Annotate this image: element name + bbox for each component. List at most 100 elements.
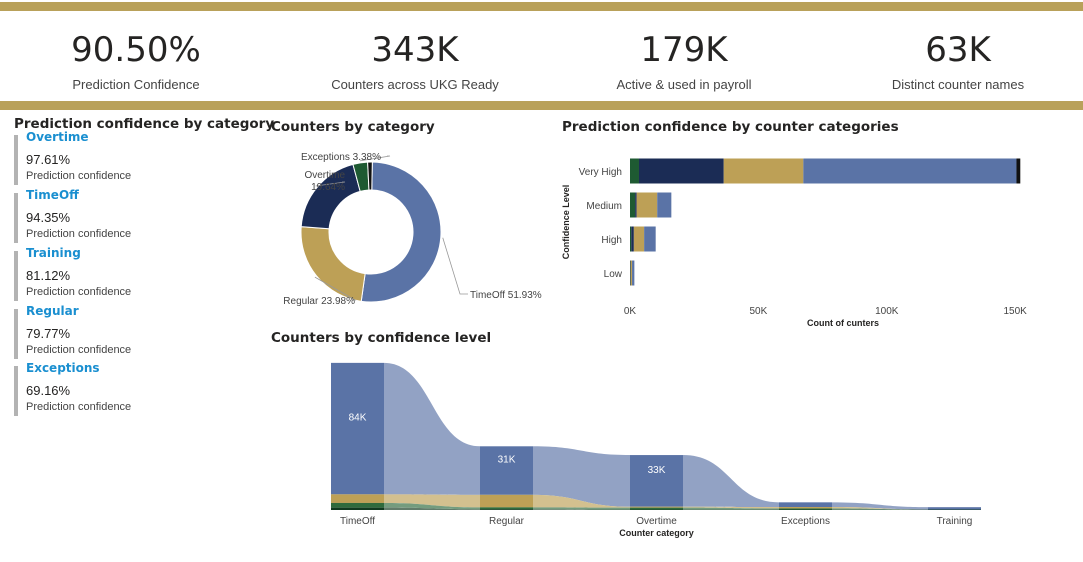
bar-segment-overtime[interactable] bbox=[631, 226, 634, 252]
category-card-overtime[interactable]: Overtime 97.61% Prediction confidence bbox=[14, 130, 234, 185]
ribbon-band-high bbox=[533, 507, 630, 510]
bar-segment-regular[interactable] bbox=[630, 260, 633, 286]
category-value: 79.77% bbox=[26, 326, 71, 341]
category-name: Exceptions bbox=[26, 361, 100, 375]
ribbon-data-label: 33K bbox=[648, 465, 666, 476]
ribbon-band-high bbox=[384, 502, 480, 510]
category-value: 69.16% bbox=[26, 383, 71, 398]
bar-segment-exceptions[interactable] bbox=[630, 226, 632, 252]
bar-segment-overtime[interactable] bbox=[630, 260, 631, 286]
donut-leader-exceptions bbox=[359, 155, 391, 162]
category-value: 81.12% bbox=[26, 268, 71, 283]
category-card-timeoff[interactable]: TimeOff 94.35% Prediction confidence bbox=[14, 188, 234, 243]
stacked-bar-chart[interactable]: Confidence Level Very High Medium High Low 0K… bbox=[555, 138, 1070, 333]
ribbon-segment-low[interactable] bbox=[331, 507, 384, 510]
ribbon-category-label: Exceptions bbox=[781, 516, 830, 527]
bar-x-tick-label: 150K bbox=[1003, 306, 1027, 317]
bar-segment-regular[interactable] bbox=[636, 192, 658, 218]
ribbon-band-low bbox=[384, 507, 480, 510]
ribbon-band-low bbox=[533, 509, 630, 510]
ribbon-segment-medium[interactable] bbox=[779, 507, 832, 509]
bar-x-tick-label: 100K bbox=[875, 306, 899, 317]
donut-label-regular: Regular 23.98% bbox=[283, 296, 355, 307]
ribbon-category-label: Regular bbox=[489, 516, 525, 527]
bar-segment-training[interactable] bbox=[1016, 158, 1021, 184]
ribbon-segment-medium[interactable] bbox=[331, 494, 384, 503]
category-sub: Prediction confidence bbox=[26, 170, 132, 182]
bar-segment-exceptions[interactable] bbox=[630, 260, 631, 286]
ribbon-segment-medium[interactable] bbox=[480, 494, 533, 508]
ribbon-category-label: TimeOff bbox=[340, 516, 375, 527]
category-name: Regular bbox=[26, 304, 79, 318]
bar-segment-exceptions[interactable] bbox=[630, 192, 636, 218]
ribbon-segment-very-high[interactable] bbox=[331, 362, 384, 495]
kpi-value: 179K bbox=[640, 30, 728, 70]
bar-y-axis-title: Confidence Level bbox=[561, 185, 571, 260]
bar-segment-overtime[interactable] bbox=[635, 192, 637, 218]
ribbon-x-axis-title: Counter category bbox=[619, 528, 694, 538]
ribbon-band-high bbox=[683, 507, 779, 510]
ribbon-category-label: Training bbox=[937, 516, 973, 527]
ribbon-band-very-high bbox=[533, 446, 630, 507]
donut-label-timeoff: TimeOff 51.93% bbox=[470, 290, 542, 301]
ribbon-chart-title: Counters by confidence level bbox=[271, 330, 492, 346]
category-card-regular[interactable]: Regular 79.77% Prediction confidence bbox=[14, 304, 234, 359]
kpi-value: 343K bbox=[371, 30, 459, 70]
donut-leader-regular bbox=[314, 276, 357, 301]
bar-segment-timeoff[interactable] bbox=[657, 192, 672, 218]
ribbon-band-very-high bbox=[832, 502, 928, 510]
donut-slice-training[interactable] bbox=[367, 161, 373, 191]
kpi-card-active-payroll[interactable]: 179K Active & used in payroll bbox=[554, 28, 814, 94]
bar-x-tick-label: 0K bbox=[624, 306, 637, 317]
ribbon-segment-high[interactable] bbox=[480, 507, 533, 510]
ribbon-segment-very-high[interactable] bbox=[480, 446, 533, 495]
donut-slice-timeoff[interactable] bbox=[360, 161, 442, 303]
ribbon-segment-medium[interactable] bbox=[630, 506, 683, 508]
kpi-card-prediction-confidence[interactable]: 90.50% Prediction Confidence bbox=[6, 28, 266, 94]
bar-segment-exceptions[interactable] bbox=[630, 158, 639, 184]
top-gold-bar bbox=[0, 2, 1083, 11]
ribbon-segment-very-high[interactable] bbox=[630, 455, 683, 507]
category-value: 94.35% bbox=[26, 210, 71, 225]
ribbon-chart[interactable]: 84K 31K 33K TimeOff Regular Overtime Exception… bbox=[300, 350, 1020, 545]
category-sub: Prediction confidence bbox=[26, 228, 132, 240]
bar-segment-timeoff[interactable] bbox=[644, 226, 656, 252]
donut-label-overtime: Overtime bbox=[304, 170, 345, 181]
bar-category-label: High bbox=[601, 235, 622, 246]
ribbon-segment-high[interactable] bbox=[331, 502, 384, 508]
bar-category-label: Low bbox=[604, 269, 623, 280]
ribbon-segment-very-high[interactable] bbox=[779, 502, 832, 508]
bar-segment-overtime[interactable] bbox=[638, 158, 724, 184]
ribbon-segment-high[interactable] bbox=[630, 507, 683, 510]
donut-leader-overtime bbox=[315, 181, 346, 187]
donut-label-overtime: 19.64% bbox=[311, 182, 345, 193]
donut-chart[interactable]: TimeOff 51.93% Regular 23.98% Overtime19.6… bbox=[265, 138, 555, 318]
ribbon-category-label: Overtime bbox=[636, 516, 677, 527]
donut-slice-regular[interactable] bbox=[300, 226, 366, 302]
ribbon-segment-high[interactable] bbox=[779, 508, 832, 510]
category-name: Overtime bbox=[26, 130, 89, 144]
bar-segment-regular[interactable] bbox=[723, 158, 804, 184]
kpi-card-distinct-names[interactable]: 63K Distinct counter names bbox=[828, 28, 1083, 94]
ribbon-data-label: 31K bbox=[498, 455, 516, 466]
category-card-training[interactable]: Training 81.12% Prediction confidence bbox=[14, 246, 234, 301]
bar-segment-timeoff[interactable] bbox=[632, 260, 635, 286]
ribbon-segment-low[interactable] bbox=[480, 509, 533, 510]
bar-segment-timeoff[interactable] bbox=[803, 158, 1017, 184]
divider-gold-bar bbox=[0, 101, 1083, 110]
donut-label-exceptions: Exceptions 3.38% bbox=[301, 152, 381, 163]
ribbon-data-label: 84K bbox=[349, 413, 367, 424]
kpi-label: Active & used in payroll bbox=[616, 77, 752, 92]
bar-x-axis-title: Count of cunters bbox=[807, 318, 879, 328]
ribbon-band-very-high bbox=[384, 362, 480, 495]
bar-category-label: Medium bbox=[586, 201, 622, 212]
category-card-exceptions[interactable]: Exceptions 69.16% Prediction confidence bbox=[14, 361, 234, 416]
bar-chart-title: Prediction confidence by counter categor… bbox=[562, 119, 899, 135]
bar-segment-regular[interactable] bbox=[633, 226, 645, 252]
category-sub: Prediction confidence bbox=[26, 344, 132, 356]
kpi-label: Counters across UKG Ready bbox=[331, 77, 499, 92]
kpi-value: 63K bbox=[925, 30, 991, 70]
category-name: TimeOff bbox=[26, 188, 79, 202]
ribbon-segment-very-high[interactable] bbox=[928, 507, 981, 510]
kpi-card-counters[interactable]: 343K Counters across UKG Ready bbox=[285, 28, 545, 94]
